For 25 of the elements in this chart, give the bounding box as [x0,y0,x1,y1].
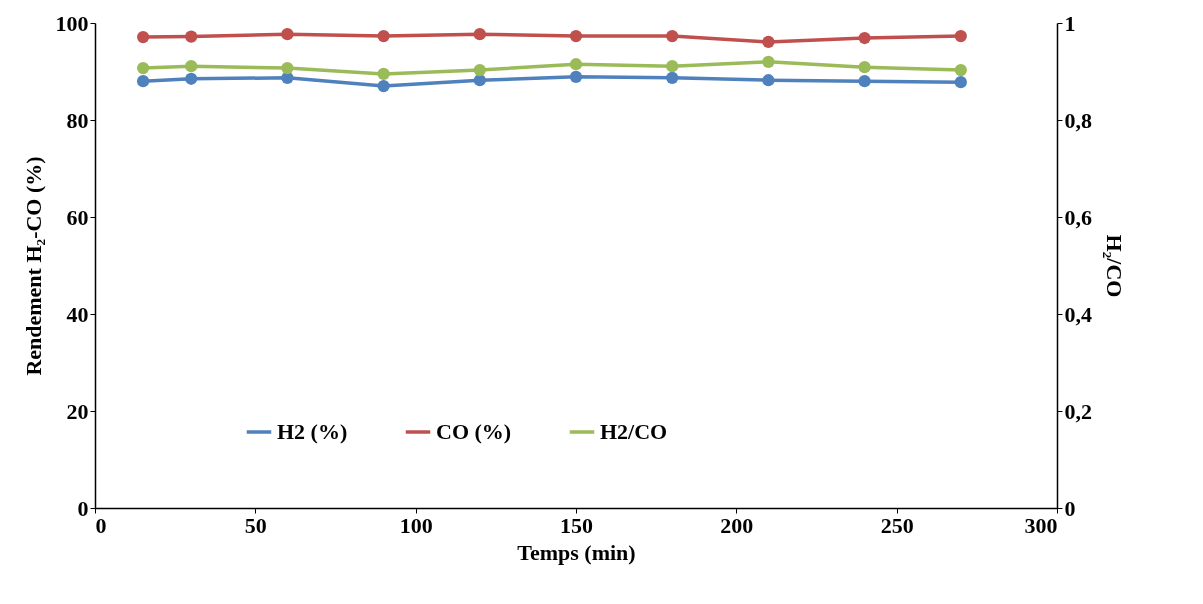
x-tick-label: 50 [244,512,267,538]
x-tick-label: 200 [720,512,754,538]
x-tick-label: 150 [560,512,593,538]
y-axis-title: Rendement H₂-CO (%) [20,156,46,376]
x-tick-label: 100 [399,512,433,538]
y2-tick-label: 0,8 [1064,107,1092,133]
y2-tick-label: 0,4 [1064,301,1092,327]
legend-label: H2/CO [600,419,668,444]
legend-label: H2 (%) [277,419,348,444]
x-axis-title: Temps (min) [517,539,636,565]
x-tick-label: 300 [1024,512,1058,538]
y2-axis-title: H₂/CO [1102,234,1127,298]
y-tick-label: 0 [77,495,89,521]
x-tick-label: 0 [95,512,107,538]
y2-tick-label: 0 [1064,495,1076,521]
y2-tick-label: 0,2 [1064,398,1092,424]
y-tick-label: 20 [66,398,89,424]
y2-tick-label: 1 [1064,10,1076,36]
y-tick-label: 40 [66,301,89,327]
y-tick-label: 80 [66,107,89,133]
y-tick-label: 100 [55,10,89,36]
legend-label: CO (%) [436,419,512,444]
x-tick-label: 250 [880,512,914,538]
y-tick-label: 60 [66,204,89,230]
y2-tick-label: 0,6 [1064,204,1092,230]
